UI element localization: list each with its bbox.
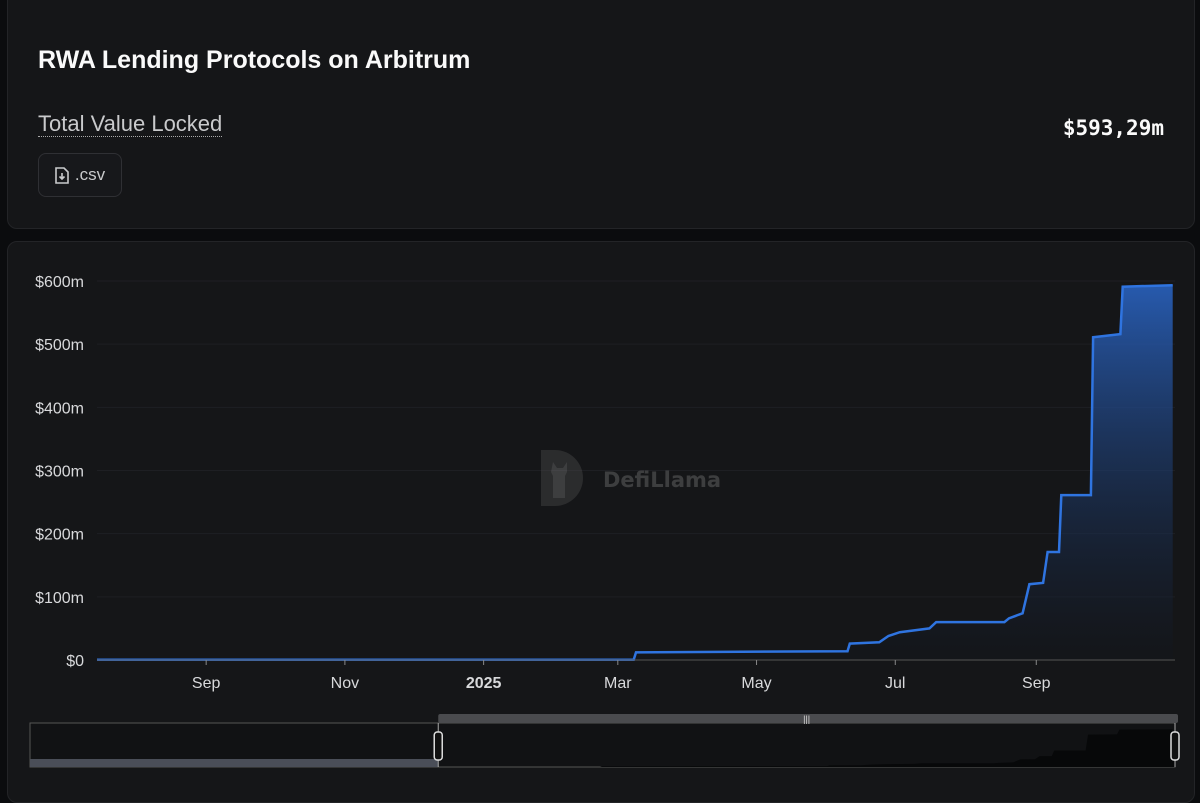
y-tick-label: $0: [66, 653, 84, 670]
watermark-text: DefiLlama: [603, 468, 721, 492]
x-tick-label: Mar: [604, 675, 632, 692]
drag-grip-icon: |||: [803, 714, 810, 724]
minimap-unselected-fill: [30, 759, 439, 767]
x-tick-label: 2025: [466, 675, 502, 692]
x-tick-label: Sep: [192, 675, 221, 692]
tvl-area: [97, 285, 1173, 660]
csv-download-button[interactable]: .csv: [38, 153, 122, 197]
page-title: RWA Lending Protocols on Arbitrum: [38, 46, 471, 74]
y-tick-label: $400m: [35, 400, 84, 417]
x-tick-label: Nov: [331, 675, 359, 692]
csv-label: .csv: [74, 165, 106, 184]
chart-card: [7, 241, 1195, 803]
y-tick-label: $200m: [35, 527, 84, 544]
x-tick-label: May: [741, 675, 771, 692]
range-selector[interactable]: |||: [29, 714, 1180, 768]
header-card: RWA Lending Protocols on Arbitrum Total …: [7, 0, 1195, 229]
y-tick-label: $600m: [35, 274, 84, 291]
y-tick-label: $100m: [35, 590, 84, 607]
range-handle-left[interactable]: [433, 731, 443, 761]
minimap-area: [30, 729, 1175, 767]
tvl-value: $593,29m: [1062, 116, 1164, 140]
defillama-watermark: DefiLlama: [541, 450, 721, 506]
x-tick-label: Sep: [1022, 675, 1051, 692]
x-tick-label: Jul: [885, 675, 905, 692]
range-handle-right[interactable]: [1170, 731, 1180, 761]
file-download-icon: [55, 166, 69, 184]
tvl-line: [97, 283, 1173, 661]
range-drag-bar[interactable]: [438, 714, 1178, 723]
y-tick-label: $500m: [35, 337, 84, 354]
y-tick-label: $300m: [35, 464, 84, 481]
tvl-label[interactable]: Total Value Locked: [38, 111, 223, 137]
